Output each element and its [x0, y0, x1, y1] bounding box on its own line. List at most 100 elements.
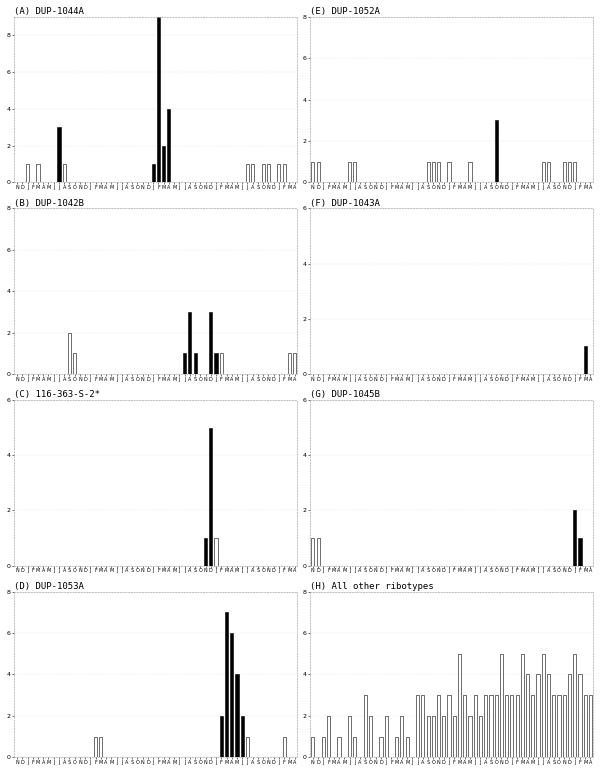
Bar: [511, 695, 514, 757]
Bar: [322, 736, 325, 757]
Bar: [515, 695, 518, 757]
Bar: [348, 161, 351, 182]
Bar: [427, 161, 430, 182]
Bar: [267, 164, 270, 182]
Bar: [578, 675, 581, 757]
Bar: [293, 354, 296, 374]
Bar: [364, 695, 367, 757]
Bar: [432, 716, 435, 757]
Bar: [283, 164, 286, 182]
Text: (E) DUP-1052A: (E) DUP-1052A: [310, 7, 380, 16]
Text: (G) DUP-1045B: (G) DUP-1045B: [310, 390, 380, 399]
Bar: [395, 736, 398, 757]
Bar: [584, 347, 587, 374]
Bar: [448, 161, 451, 182]
Bar: [458, 654, 461, 757]
Bar: [225, 612, 228, 757]
Bar: [68, 333, 71, 374]
Bar: [473, 695, 477, 757]
Bar: [557, 695, 560, 757]
Bar: [183, 354, 186, 374]
Bar: [283, 736, 286, 757]
Bar: [573, 161, 576, 182]
Bar: [94, 736, 97, 757]
Bar: [490, 695, 493, 757]
Bar: [469, 161, 472, 182]
Bar: [563, 695, 566, 757]
Bar: [552, 695, 556, 757]
Text: (H) All other ribotypes: (H) All other ribotypes: [310, 582, 434, 591]
Bar: [317, 161, 320, 182]
Bar: [167, 109, 170, 182]
Bar: [209, 312, 212, 374]
Bar: [589, 695, 592, 757]
Bar: [214, 538, 218, 566]
Bar: [288, 354, 291, 374]
Bar: [311, 538, 314, 566]
Bar: [337, 736, 341, 757]
Bar: [406, 736, 409, 757]
Bar: [479, 716, 482, 757]
Bar: [400, 716, 403, 757]
Bar: [416, 695, 419, 757]
Bar: [188, 312, 191, 374]
Bar: [162, 146, 165, 182]
Bar: [385, 716, 388, 757]
Bar: [421, 695, 424, 757]
Bar: [536, 675, 539, 757]
Text: (A) DUP-1044A: (A) DUP-1044A: [14, 7, 84, 16]
Bar: [573, 654, 576, 757]
Bar: [542, 654, 545, 757]
Text: (C) 116-363-S-2*: (C) 116-363-S-2*: [14, 390, 100, 399]
Bar: [230, 633, 233, 757]
Bar: [484, 695, 487, 757]
Bar: [521, 654, 524, 757]
Bar: [246, 736, 249, 757]
Bar: [220, 716, 223, 757]
Bar: [62, 164, 66, 182]
Bar: [542, 161, 545, 182]
Bar: [573, 510, 576, 566]
Bar: [157, 17, 160, 182]
Bar: [469, 716, 472, 757]
Bar: [432, 161, 435, 182]
Bar: [262, 164, 265, 182]
Bar: [563, 161, 566, 182]
Bar: [209, 428, 212, 566]
Bar: [152, 164, 155, 182]
Bar: [277, 164, 280, 182]
Bar: [214, 354, 218, 374]
Bar: [526, 675, 529, 757]
Bar: [235, 675, 239, 757]
Bar: [311, 161, 314, 182]
Bar: [327, 716, 330, 757]
Bar: [505, 695, 508, 757]
Bar: [26, 164, 29, 182]
Bar: [568, 675, 571, 757]
Bar: [494, 120, 498, 182]
Bar: [379, 736, 383, 757]
Bar: [353, 161, 356, 182]
Bar: [220, 354, 223, 374]
Bar: [463, 695, 466, 757]
Bar: [241, 716, 244, 757]
Bar: [99, 736, 103, 757]
Bar: [584, 695, 587, 757]
Bar: [246, 164, 249, 182]
Bar: [453, 716, 456, 757]
Bar: [204, 538, 207, 566]
Bar: [448, 695, 451, 757]
Bar: [547, 161, 550, 182]
Bar: [547, 675, 550, 757]
Bar: [578, 538, 581, 566]
Text: (D) DUP-1053A: (D) DUP-1053A: [14, 582, 84, 591]
Bar: [442, 716, 445, 757]
Bar: [317, 538, 320, 566]
Bar: [500, 654, 503, 757]
Bar: [37, 164, 40, 182]
Text: (B) DUP-1042B: (B) DUP-1042B: [14, 198, 84, 208]
Bar: [348, 716, 351, 757]
Text: (F) DUP-1043A: (F) DUP-1043A: [310, 198, 380, 208]
Bar: [369, 716, 372, 757]
Bar: [194, 354, 197, 374]
